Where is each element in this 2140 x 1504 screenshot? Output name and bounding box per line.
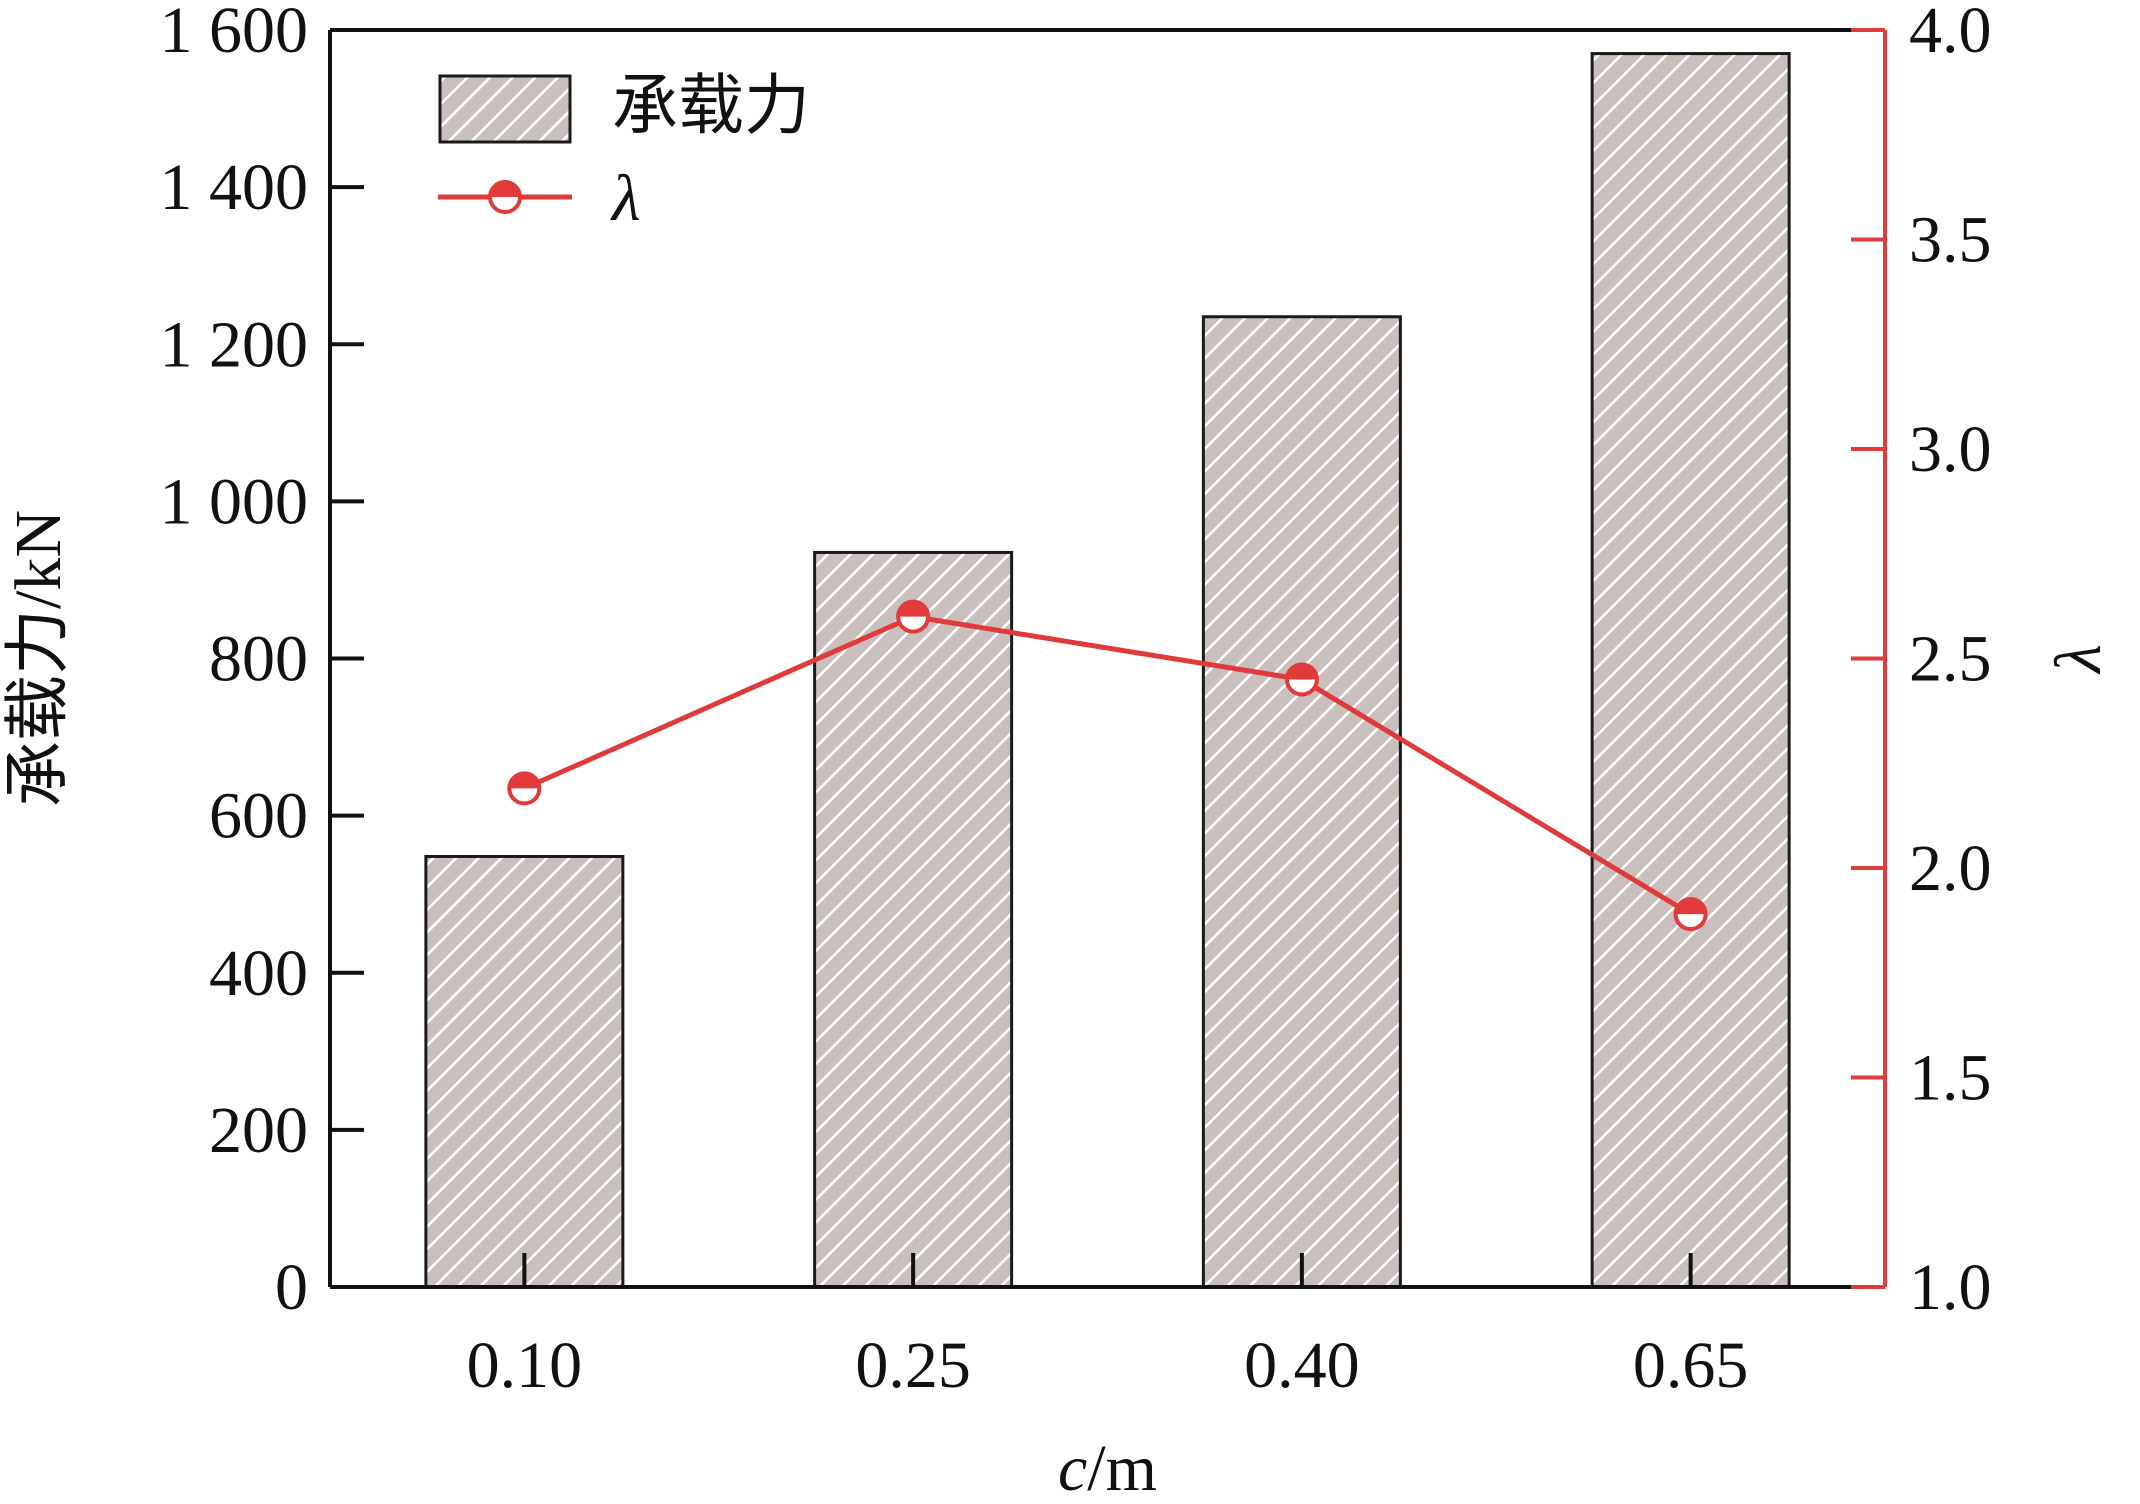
marker-fill xyxy=(1675,899,1706,915)
y-tick-label: 200 xyxy=(209,1094,308,1167)
y2-tick-label: 4.0 xyxy=(1909,0,1992,67)
y-tick-label: 800 xyxy=(209,623,308,696)
y2-axis-title: λ xyxy=(2042,644,2115,675)
line-layer xyxy=(507,599,1708,932)
y-tick-label: 1 600 xyxy=(160,0,309,67)
y2-tick-label: 3.0 xyxy=(1909,413,1992,486)
y-tick-label: 0 xyxy=(275,1251,308,1324)
bar-0.40 xyxy=(1201,315,1402,1289)
legend-bar-label: 承载力 xyxy=(612,70,810,143)
legend-line-label: λ xyxy=(610,162,641,235)
bars-layer xyxy=(424,52,1791,1289)
x-axis-title-unit: /m xyxy=(1087,1432,1157,1499)
y-tick-label: 1 000 xyxy=(160,465,309,538)
lambda-point-0.65 xyxy=(1673,897,1708,932)
bar-0.10 xyxy=(424,854,625,1289)
marker-fill xyxy=(490,182,520,197)
marker-fill xyxy=(1286,664,1317,680)
y2-tick-label: 2.0 xyxy=(1909,832,1992,905)
lambda-line xyxy=(523,614,1692,917)
lambda-point-0.40 xyxy=(1284,662,1319,697)
y-tick-label: 400 xyxy=(209,937,308,1010)
y2-tick-label: 2.5 xyxy=(1909,623,1992,696)
y2-tick-label: 1.5 xyxy=(1909,1042,1992,1115)
y2-tick-label: 3.5 xyxy=(1909,204,1992,277)
x-tick-label: 0.65 xyxy=(1633,1329,1749,1402)
marker-fill xyxy=(509,773,540,789)
marker-fill xyxy=(898,601,929,617)
x-axis-title: c/m xyxy=(1058,1432,1157,1499)
y-tick-label: 1 400 xyxy=(160,151,309,224)
legend-line-marker xyxy=(488,180,522,214)
bar-0.65 xyxy=(1590,52,1791,1289)
lambda-point-0.25 xyxy=(896,599,931,634)
x-tick-label: 0.10 xyxy=(467,1329,583,1402)
y-tick-label: 600 xyxy=(209,780,308,853)
x-tick-label: 0.40 xyxy=(1244,1329,1360,1402)
legend: 承载力 λ xyxy=(438,70,810,235)
bar-0.25 xyxy=(813,550,1014,1289)
x-tick-label: 0.25 xyxy=(855,1329,971,1402)
y-axis-title: 承载力/kN xyxy=(2,510,75,807)
x-axis-title-var: c xyxy=(1058,1432,1087,1499)
y2-tick-label: 1.0 xyxy=(1909,1251,1992,1324)
legend-bar-swatch xyxy=(438,74,572,144)
lambda-point-0.10 xyxy=(507,771,542,806)
axes-layer xyxy=(328,28,1887,1289)
y-tick-label: 1 200 xyxy=(160,308,309,381)
